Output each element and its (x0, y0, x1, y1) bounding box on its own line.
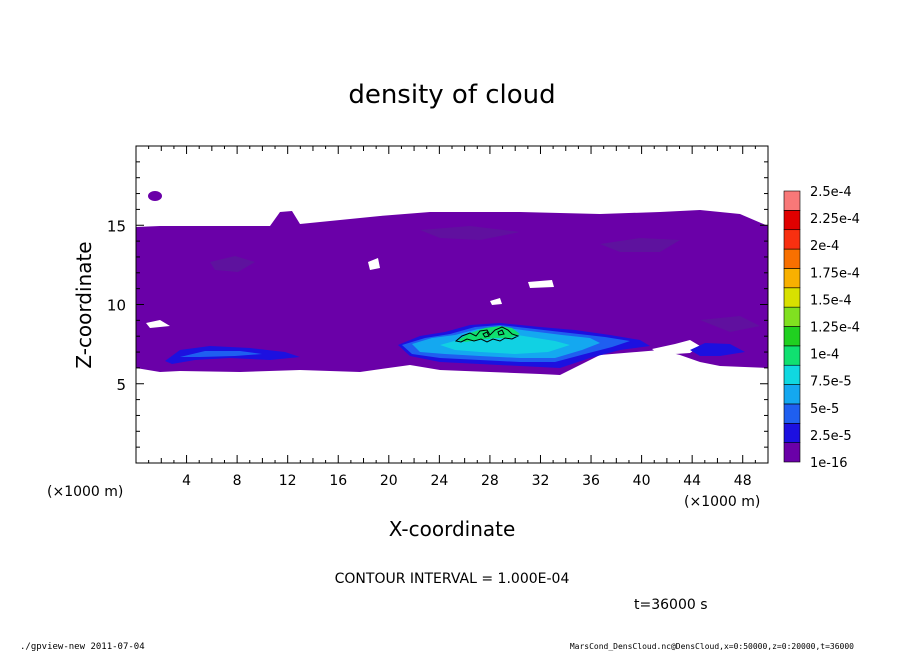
y-tick-label: 15 (107, 217, 126, 235)
x-tick-label: 48 (734, 473, 752, 489)
colorbar-label: 1.75e-4 (810, 266, 860, 281)
colorbar-segment (783, 190, 801, 211)
contour-line-1e-4 (454, 326, 520, 343)
cloud-band-left-inner (180, 351, 262, 357)
colorbar-label: 1e-16 (810, 456, 848, 471)
x-tick-labels: 4 8 12 16 20 24 28 32 36 40 44 48 (182, 473, 752, 489)
colorbar (783, 190, 801, 463)
colorbar-segment (783, 403, 801, 424)
colorbar-segment (783, 287, 801, 308)
y-tick-label: 10 (107, 297, 126, 315)
colorbar-segment (783, 364, 801, 385)
x-tick-label: 24 (430, 473, 448, 489)
clear-patch (146, 320, 170, 328)
x-tick-label: 20 (380, 473, 398, 489)
clear-patch (528, 280, 554, 288)
density-streak (700, 316, 760, 332)
colorbar-labels: 1e-16 2.5e-5 5e-5 7.5e-5 1e-4 1.25e-4 1.5e-4 1.… (810, 185, 860, 471)
x-tick-label: 32 (532, 473, 550, 489)
axis-ticks (136, 146, 768, 463)
x-tick-label: 44 (683, 473, 701, 489)
clear-patch (652, 340, 700, 355)
x-tick-label: 4 (182, 473, 191, 489)
clear-patch (490, 298, 502, 305)
colorbar-label: 2e-4 (810, 239, 839, 254)
chart-title: density of cloud (348, 80, 555, 110)
colorbar-segment (783, 229, 801, 250)
colorbar-segment (783, 422, 801, 443)
x-axis-label: X-coordinate (389, 517, 516, 541)
colorbar-label: 1e-4 (810, 348, 839, 363)
x-unit-right: (×1000 m) (684, 494, 760, 510)
cloud-blob-upper-left (148, 191, 162, 201)
footer-left: ./gpview-new 2011-07-04 (20, 642, 145, 652)
colorbar-segment (783, 248, 801, 269)
colorbar-segment (783, 345, 801, 366)
x-tick-label: 40 (633, 473, 651, 489)
density-streak (420, 226, 520, 240)
contour-line-1e-4 (482, 331, 490, 338)
clear-patch (368, 258, 380, 270)
colorbar-label: 2.5e-4 (810, 185, 852, 200)
x-tick-label: 36 (582, 473, 600, 489)
colorbar-segment (783, 384, 801, 405)
colorbar-label: 2.5e-5 (810, 429, 852, 444)
x-tick-label: 28 (481, 473, 499, 489)
contour-line-1e-4 (497, 329, 505, 336)
colorbar-segment (783, 442, 801, 463)
contour-interval-label: CONTOUR INTERVAL = 1.000E-04 (335, 571, 570, 587)
cloud-layer-base-level (136, 210, 768, 375)
x-unit-left: (×1000 m) (47, 484, 123, 500)
x-tick-label: 8 (233, 473, 242, 489)
cloud-density-field (136, 191, 768, 375)
y-tick-labels: 5 10 15 (107, 217, 126, 394)
colorbar-label: 5e-5 (810, 402, 839, 417)
colorbar-label: 7.5e-5 (810, 375, 852, 390)
density-streak (210, 256, 255, 272)
colorbar-segment (783, 210, 801, 231)
x-tick-label: 16 (329, 473, 347, 489)
y-tick-label: 5 (116, 376, 126, 394)
cloud-band-right (690, 343, 745, 356)
colorbar-segment (783, 268, 801, 289)
y-axis-label: Z-coordinate (72, 241, 96, 368)
x-tick-label: 12 (279, 473, 297, 489)
colorbar-label: 2.25e-4 (810, 212, 860, 227)
colorbar-segment (783, 306, 801, 327)
time-label: t=36000 s (634, 597, 708, 613)
density-streak (600, 238, 680, 252)
colorbar-segment (783, 326, 801, 347)
colorbar-label: 1.5e-4 (810, 293, 852, 308)
colorbar-label: 1.25e-4 (810, 321, 860, 336)
footer-right: MarsCond_DensCloud.nc@DensCloud,x=0:5000… (569, 642, 854, 651)
